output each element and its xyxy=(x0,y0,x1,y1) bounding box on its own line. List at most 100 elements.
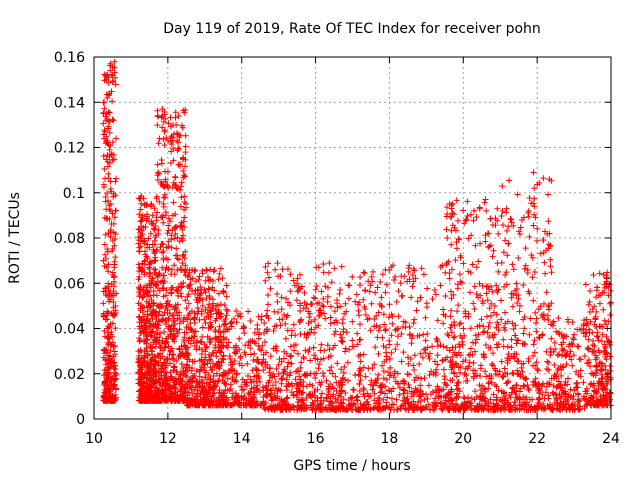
data-point xyxy=(186,310,193,317)
data-point xyxy=(137,243,144,250)
data-point xyxy=(262,385,269,392)
data-point xyxy=(218,339,225,346)
data-point xyxy=(319,404,326,411)
data-point xyxy=(147,395,154,402)
data-point xyxy=(183,329,190,336)
data-point xyxy=(241,324,248,331)
data-point xyxy=(274,291,281,298)
data-point xyxy=(153,302,160,309)
data-point xyxy=(173,309,180,316)
data-point xyxy=(136,226,143,233)
data-point xyxy=(244,382,251,389)
data-point xyxy=(233,308,240,315)
data-point xyxy=(367,282,374,289)
data-point xyxy=(210,383,217,390)
data-point xyxy=(171,271,178,278)
data-point xyxy=(236,360,243,367)
data-point xyxy=(207,276,214,283)
data-point xyxy=(154,321,161,328)
data-point xyxy=(228,323,235,330)
data-point xyxy=(101,241,108,248)
data-point xyxy=(233,344,240,351)
data-point xyxy=(175,354,182,361)
data-point xyxy=(136,357,143,364)
data-point xyxy=(110,193,117,200)
data-point xyxy=(217,265,224,272)
data-point xyxy=(153,271,160,278)
data-point xyxy=(112,325,119,332)
data-point xyxy=(223,306,230,313)
data-point xyxy=(240,325,247,332)
data-point xyxy=(105,79,112,86)
data-point xyxy=(332,406,339,413)
data-point xyxy=(220,322,227,329)
data-point xyxy=(306,346,313,353)
data-point xyxy=(177,203,184,210)
data-point xyxy=(223,293,230,300)
data-point xyxy=(294,350,301,357)
data-point xyxy=(208,308,215,315)
data-point xyxy=(274,309,281,316)
data-point xyxy=(173,379,180,386)
data-point xyxy=(106,202,113,209)
data-point xyxy=(275,386,282,393)
data-point xyxy=(195,276,202,283)
data-point xyxy=(224,308,231,315)
data-point xyxy=(153,384,160,391)
data-point xyxy=(187,340,194,347)
data-point xyxy=(139,231,146,238)
data-point xyxy=(227,320,234,327)
data-point xyxy=(329,384,336,391)
data-point xyxy=(102,251,109,258)
data-point xyxy=(168,345,175,352)
data-point xyxy=(199,270,206,277)
data-point xyxy=(318,400,325,407)
data-point xyxy=(107,296,114,303)
data-point xyxy=(154,209,161,216)
data-point xyxy=(210,377,217,384)
data-point xyxy=(172,224,179,231)
data-point xyxy=(145,293,152,300)
data-point xyxy=(272,266,279,273)
data-point xyxy=(237,310,244,317)
data-point xyxy=(245,338,252,345)
data-point xyxy=(288,360,295,367)
data-point xyxy=(239,376,246,383)
data-point xyxy=(135,313,142,320)
data-point xyxy=(153,292,160,299)
data-point xyxy=(174,234,181,241)
data-point xyxy=(256,346,263,353)
data-point xyxy=(165,137,172,144)
data-point xyxy=(110,310,117,317)
data-point xyxy=(162,127,169,134)
data-point xyxy=(147,368,154,375)
data-point xyxy=(149,241,156,248)
data-point xyxy=(145,235,152,242)
data-point xyxy=(111,342,118,349)
data-point xyxy=(167,360,174,367)
data-point xyxy=(405,354,412,361)
data-point xyxy=(165,222,172,229)
data-point xyxy=(111,58,118,65)
data-point xyxy=(106,394,113,401)
data-point xyxy=(182,388,189,395)
data-point xyxy=(308,326,315,333)
data-point xyxy=(291,347,298,354)
data-point xyxy=(258,316,265,323)
data-point xyxy=(105,170,112,177)
data-point xyxy=(331,331,338,338)
data-point xyxy=(154,122,161,129)
data-point xyxy=(312,392,319,399)
data-point xyxy=(104,339,111,346)
data-point xyxy=(297,285,304,292)
data-point xyxy=(186,364,193,371)
data-point xyxy=(271,390,278,397)
data-point xyxy=(262,263,269,270)
data-point xyxy=(267,285,274,292)
data-point xyxy=(274,393,281,400)
data-point xyxy=(153,217,160,224)
data-point xyxy=(177,265,184,272)
data-point xyxy=(223,282,230,289)
data-point xyxy=(225,339,232,346)
data-point xyxy=(137,218,144,225)
